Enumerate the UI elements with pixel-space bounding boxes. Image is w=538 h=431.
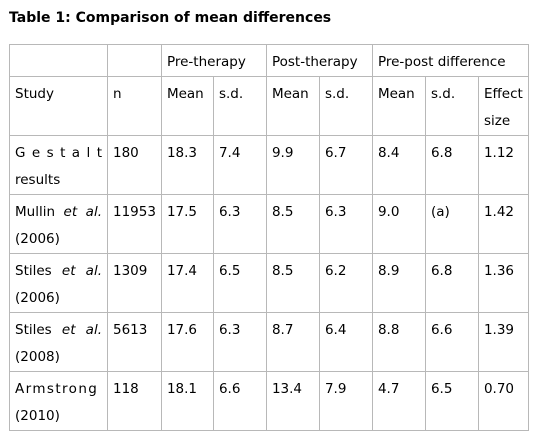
comparison-table: Pre-therapy Post-therapy Pre-post differ… bbox=[9, 44, 529, 431]
study-detail: (2006) bbox=[15, 231, 60, 247]
cell-study: Armstrong (2010) bbox=[9, 371, 108, 431]
cell-pre-sd: 6.3 bbox=[212, 194, 267, 254]
study-detail: (2008) bbox=[15, 349, 60, 365]
cell-pre-sd: 6.6 bbox=[212, 371, 267, 431]
cell-diff-sd: 6.6 bbox=[424, 312, 479, 372]
cell-diff-mean: 9.0 bbox=[371, 194, 426, 254]
group-header-pre-post-difference: Pre-post difference bbox=[371, 44, 529, 77]
cell-n: 180 bbox=[107, 135, 162, 195]
group-header-post-therapy: Post-therapy bbox=[265, 44, 373, 77]
cell-post-mean: 9.9 bbox=[265, 135, 320, 195]
table-row: G e s t a l t results 180 18.3 7.4 9.9 6.… bbox=[9, 135, 529, 195]
cell-post-sd: 6.3 bbox=[318, 194, 373, 254]
cell-post-sd: 6.7 bbox=[318, 135, 373, 195]
cell-post-sd: 6.2 bbox=[318, 253, 373, 313]
cell-diff-mean: 8.4 bbox=[371, 135, 426, 195]
col-header-post-mean: Mean bbox=[265, 76, 320, 136]
cell-diff-mean: 8.9 bbox=[371, 253, 426, 313]
cell-n: 5613 bbox=[107, 312, 162, 372]
col-header-pre-mean: Mean bbox=[160, 76, 214, 136]
cell-study: Stiles et al. (2006) bbox=[9, 253, 108, 313]
table-row: Stiles et al. (2006) 1309 17.4 6.5 8.5 6.… bbox=[9, 253, 529, 313]
group-header-pre-therapy: Pre-therapy bbox=[160, 44, 267, 77]
study-name: Armstrong bbox=[15, 381, 99, 397]
cell-effect-size: 1.42 bbox=[477, 194, 529, 254]
et-al: et al. bbox=[63, 204, 102, 220]
cell-pre-mean: 18.3 bbox=[160, 135, 214, 195]
column-header-row: Study n Mean s.d. Mean s.d. Mean s.d. Ef… bbox=[9, 76, 529, 136]
cell-effect-size: 1.36 bbox=[477, 253, 529, 313]
table-row: Mullin et al. (2006) 11953 17.5 6.3 8.5 6… bbox=[9, 194, 529, 254]
col-header-n: n bbox=[107, 76, 162, 136]
cell-pre-mean: 18.1 bbox=[160, 371, 214, 431]
cell-post-mean: 8.5 bbox=[265, 253, 320, 313]
cell-pre-sd: 6.5 bbox=[212, 253, 267, 313]
cell-effect-size: 0.70 bbox=[477, 371, 529, 431]
cell-post-sd: 7.9 bbox=[318, 371, 373, 431]
col-header-diff-sd: s.d. bbox=[424, 76, 479, 136]
cell-pre-mean: 17.4 bbox=[160, 253, 214, 313]
cell-diff-sd: (a) bbox=[424, 194, 479, 254]
cell-post-mean: 13.4 bbox=[265, 371, 320, 431]
group-header-empty bbox=[107, 44, 162, 77]
cell-n: 11953 bbox=[107, 194, 162, 254]
group-header-row: Pre-therapy Post-therapy Pre-post differ… bbox=[9, 44, 529, 77]
et-al: et al. bbox=[61, 322, 102, 338]
cell-effect-size: 1.12 bbox=[477, 135, 529, 195]
cell-diff-sd: 6.8 bbox=[424, 135, 479, 195]
et-al: et al. bbox=[61, 263, 102, 279]
cell-n: 1309 bbox=[107, 253, 162, 313]
cell-pre-mean: 17.6 bbox=[160, 312, 214, 372]
cell-effect-size: 1.39 bbox=[477, 312, 529, 372]
cell-post-mean: 8.5 bbox=[265, 194, 320, 254]
cell-pre-mean: 17.5 bbox=[160, 194, 214, 254]
col-header-post-sd: s.d. bbox=[318, 76, 373, 136]
cell-study: G e s t a l t results bbox=[9, 135, 108, 195]
cell-pre-sd: 6.3 bbox=[212, 312, 267, 372]
study-name: Stiles et al. bbox=[15, 322, 102, 338]
col-header-diff-mean: Mean bbox=[371, 76, 426, 136]
col-header-study: Study bbox=[9, 76, 108, 136]
cell-n: 118 bbox=[107, 371, 162, 431]
study-detail: results bbox=[15, 172, 61, 188]
study-detail: (2006) bbox=[15, 290, 60, 306]
table-row: Armstrong (2010) 118 18.1 6.6 13.4 7.9 4.… bbox=[9, 371, 529, 431]
cell-diff-mean: 4.7 bbox=[371, 371, 426, 431]
cell-post-mean: 8.7 bbox=[265, 312, 320, 372]
cell-diff-sd: 6.8 bbox=[424, 253, 479, 313]
col-header-pre-sd: s.d. bbox=[212, 76, 267, 136]
study-detail: (2010) bbox=[15, 408, 60, 424]
study-name: Stiles et al. bbox=[15, 263, 102, 279]
study-name: Mullin et al. bbox=[15, 204, 102, 220]
cell-post-sd: 6.4 bbox=[318, 312, 373, 372]
col-header-effect-size: Effect size bbox=[477, 76, 529, 136]
table-caption: Table 1: Comparison of mean differences bbox=[9, 10, 332, 26]
study-name: G e s t a l t bbox=[15, 145, 102, 161]
group-header-empty bbox=[9, 44, 108, 77]
cell-diff-mean: 8.8 bbox=[371, 312, 426, 372]
cell-pre-sd: 7.4 bbox=[212, 135, 267, 195]
cell-diff-sd: 6.5 bbox=[424, 371, 479, 431]
table-row: Stiles et al. (2008) 5613 17.6 6.3 8.7 6.… bbox=[9, 312, 529, 372]
cell-study: Mullin et al. (2006) bbox=[9, 194, 108, 254]
cell-study: Stiles et al. (2008) bbox=[9, 312, 108, 372]
